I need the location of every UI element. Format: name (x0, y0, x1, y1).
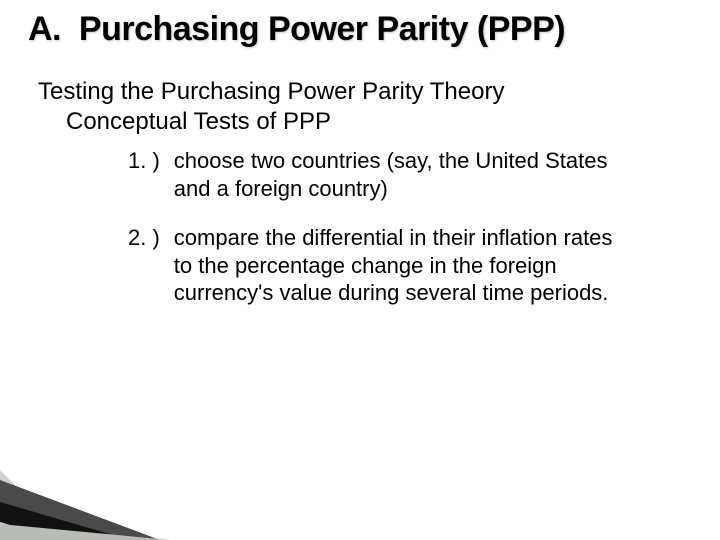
list-text: choose two countries (say, the United St… (168, 147, 632, 202)
slide-container: A. Purchasing Power Parity (PPP) Testing… (0, 0, 720, 540)
slide-title: A. Purchasing Power Parity (PPP) (28, 10, 692, 49)
corner-decoration-icon (0, 470, 170, 540)
subtitle-line-2: Conceptual Tests of PPP (66, 107, 692, 137)
list-item: 1. ) choose two countries (say, the Unit… (128, 147, 632, 202)
list-text: compare the differential in their inflat… (168, 224, 632, 307)
list-number: 2. ) (128, 224, 160, 252)
list-number: 1. ) (128, 147, 160, 175)
subtitle-line-1: Testing the Purchasing Power Parity Theo… (38, 77, 692, 107)
list-item: 2. ) compare the differential in their i… (128, 224, 632, 307)
